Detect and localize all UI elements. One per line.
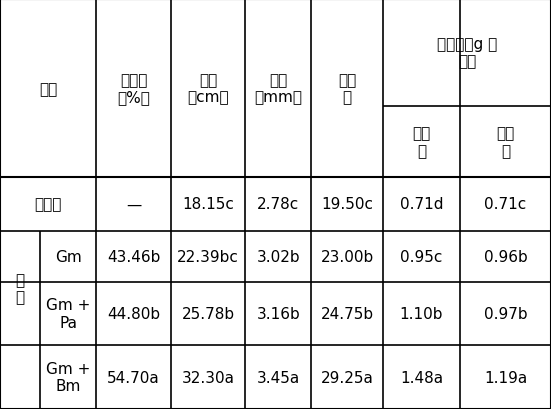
Text: 侵染率
（%）: 侵染率 （%） xyxy=(117,73,150,105)
Text: 0.96b: 0.96b xyxy=(484,249,527,264)
Text: 54.70a: 54.70a xyxy=(107,370,160,385)
Text: 44.80b: 44.80b xyxy=(107,306,160,321)
Text: 0.71c: 0.71c xyxy=(484,197,527,212)
Text: 地上
部: 地上 部 xyxy=(412,126,431,158)
Text: 株高
（cm）: 株高 （cm） xyxy=(187,73,229,105)
Text: —: — xyxy=(126,197,141,212)
Text: Gm: Gm xyxy=(55,249,82,264)
Text: 32.30a: 32.30a xyxy=(181,370,235,385)
Text: 3.45a: 3.45a xyxy=(257,370,300,385)
Text: 生物量（g 干
重）: 生物量（g 干 重） xyxy=(437,37,497,70)
Text: 3.16b: 3.16b xyxy=(256,306,300,321)
Text: 茎粗
（mm）: 茎粗 （mm） xyxy=(254,73,302,105)
Text: Gm +
Pa: Gm + Pa xyxy=(46,298,90,330)
Text: 1.10b: 1.10b xyxy=(400,306,443,321)
Text: 1.19a: 1.19a xyxy=(484,370,527,385)
Text: 18.15c: 18.15c xyxy=(182,197,234,212)
Text: 0.97b: 0.97b xyxy=(484,306,527,321)
Text: 24.75b: 24.75b xyxy=(321,306,374,321)
Text: 接
种: 接 种 xyxy=(15,272,24,305)
Text: 19.50c: 19.50c xyxy=(321,197,373,212)
Text: 0.71d: 0.71d xyxy=(400,197,443,212)
Text: 地下
部: 地下 部 xyxy=(496,126,515,158)
Text: 22.39bc: 22.39bc xyxy=(177,249,239,264)
Text: 2.78c: 2.78c xyxy=(257,197,299,212)
Text: 1.48a: 1.48a xyxy=(400,370,443,385)
Text: 23.00b: 23.00b xyxy=(321,249,374,264)
Text: 处理: 处理 xyxy=(39,81,57,97)
Text: 未接种: 未接种 xyxy=(35,197,62,212)
Text: 25.78b: 25.78b xyxy=(181,306,235,321)
Text: 叶片
数: 叶片 数 xyxy=(338,73,356,105)
Text: 43.46b: 43.46b xyxy=(107,249,160,264)
Text: Gm +
Bm: Gm + Bm xyxy=(46,361,90,393)
Text: 0.95c: 0.95c xyxy=(401,249,442,264)
Text: 3.02b: 3.02b xyxy=(256,249,300,264)
Text: 29.25a: 29.25a xyxy=(321,370,374,385)
